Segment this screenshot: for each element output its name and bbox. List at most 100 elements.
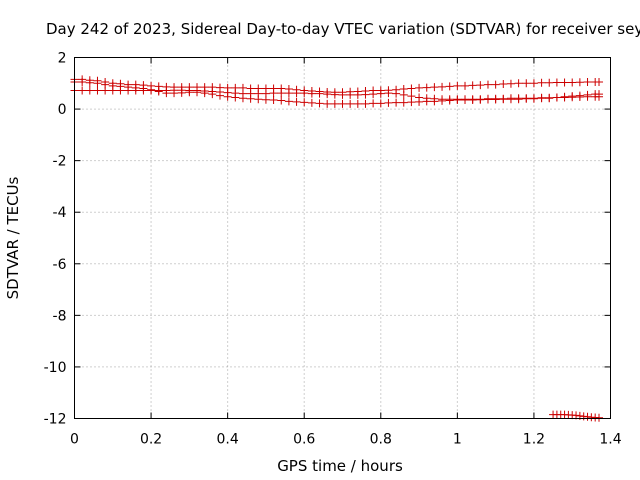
data-point	[445, 96, 454, 105]
data-point	[254, 95, 263, 104]
data-point	[208, 90, 217, 99]
data-point	[415, 97, 424, 106]
data-point	[537, 78, 546, 87]
data-point	[568, 78, 577, 87]
y-tick-label: -4	[53, 205, 67, 221]
data-point	[430, 97, 439, 106]
data-point	[78, 77, 87, 86]
data-point	[323, 90, 332, 99]
data-point	[422, 97, 431, 106]
data-point	[399, 90, 408, 99]
data-point	[284, 97, 293, 106]
data-point	[170, 89, 179, 98]
data-point	[131, 83, 140, 92]
x-tick-label: 0.8	[370, 432, 392, 448]
data-point	[124, 83, 133, 92]
data-point	[453, 96, 462, 105]
data-point	[392, 89, 401, 98]
data-point	[101, 80, 110, 89]
data-point	[583, 412, 592, 421]
data-point	[292, 97, 301, 106]
x-tick-label: 1.4	[599, 432, 621, 448]
data-point	[461, 81, 470, 90]
x-tick-label: 0.4	[217, 432, 239, 448]
data-point	[545, 78, 554, 87]
data-point	[108, 81, 117, 90]
data-point	[415, 83, 424, 92]
data-point	[85, 86, 94, 95]
data-point	[595, 77, 604, 86]
data-point	[476, 81, 485, 90]
data-point	[537, 94, 546, 103]
data-point	[522, 79, 531, 88]
data-point	[392, 98, 401, 107]
data-point	[453, 81, 462, 90]
data-point	[506, 79, 515, 88]
x-tick-label: 0	[70, 432, 79, 448]
data-point	[177, 88, 186, 97]
data-point	[384, 89, 393, 98]
data-point	[330, 99, 339, 108]
data-point	[499, 95, 508, 104]
data-point	[491, 95, 500, 104]
data-point	[147, 85, 156, 94]
data-point	[560, 78, 569, 87]
data-point	[231, 93, 240, 102]
data-point	[514, 95, 523, 104]
data-point	[307, 98, 316, 107]
data-point	[529, 79, 538, 88]
x-axis-label: GPS time / hours	[277, 457, 403, 475]
data-point	[483, 80, 492, 89]
grid-lines	[74, 57, 611, 419]
data-point	[522, 94, 531, 103]
data-point	[193, 88, 202, 97]
data-point	[595, 90, 604, 99]
data-point	[300, 98, 309, 107]
data-point	[261, 95, 270, 104]
x-axis: 0 0.2 0.4 0.6 0.8 1 1.2 1.4	[70, 57, 622, 448]
data-point	[238, 94, 247, 103]
data-point	[315, 99, 324, 108]
data-point	[468, 81, 477, 90]
data-point	[583, 90, 592, 99]
data-point	[476, 95, 485, 104]
data-point	[461, 96, 470, 105]
y-tick-label: -12	[44, 412, 67, 428]
data-point	[338, 99, 347, 108]
data-point	[514, 79, 523, 88]
data-point	[353, 90, 362, 99]
data-point	[284, 89, 293, 98]
plot-frame	[74, 57, 611, 419]
data-point	[338, 90, 347, 99]
data-point	[445, 82, 454, 91]
data-point	[468, 96, 477, 105]
data-point	[346, 99, 355, 108]
data-point	[399, 98, 408, 107]
data-point	[369, 90, 378, 99]
x-tick-label: 0.2	[140, 432, 162, 448]
data-point	[483, 95, 492, 104]
data-point	[292, 89, 301, 98]
series-track-a	[70, 75, 604, 97]
data-point	[93, 86, 102, 95]
data-point	[361, 90, 370, 99]
data-point	[200, 89, 209, 98]
data-point	[346, 90, 355, 99]
data-point	[595, 413, 604, 422]
data-point	[568, 92, 577, 101]
data-point	[185, 88, 194, 97]
data-point	[277, 96, 286, 105]
data-point	[307, 89, 316, 98]
data-point	[93, 79, 102, 88]
y-tick-label: -8	[53, 308, 67, 324]
data-point	[499, 80, 508, 89]
data-point	[407, 98, 416, 107]
x-tick-label: 0.6	[293, 432, 315, 448]
data-point	[575, 91, 584, 100]
data-point	[384, 98, 393, 107]
data-point	[506, 95, 515, 104]
y-tick-label: -6	[53, 257, 67, 273]
data-point	[491, 80, 500, 89]
data-point	[376, 89, 385, 98]
